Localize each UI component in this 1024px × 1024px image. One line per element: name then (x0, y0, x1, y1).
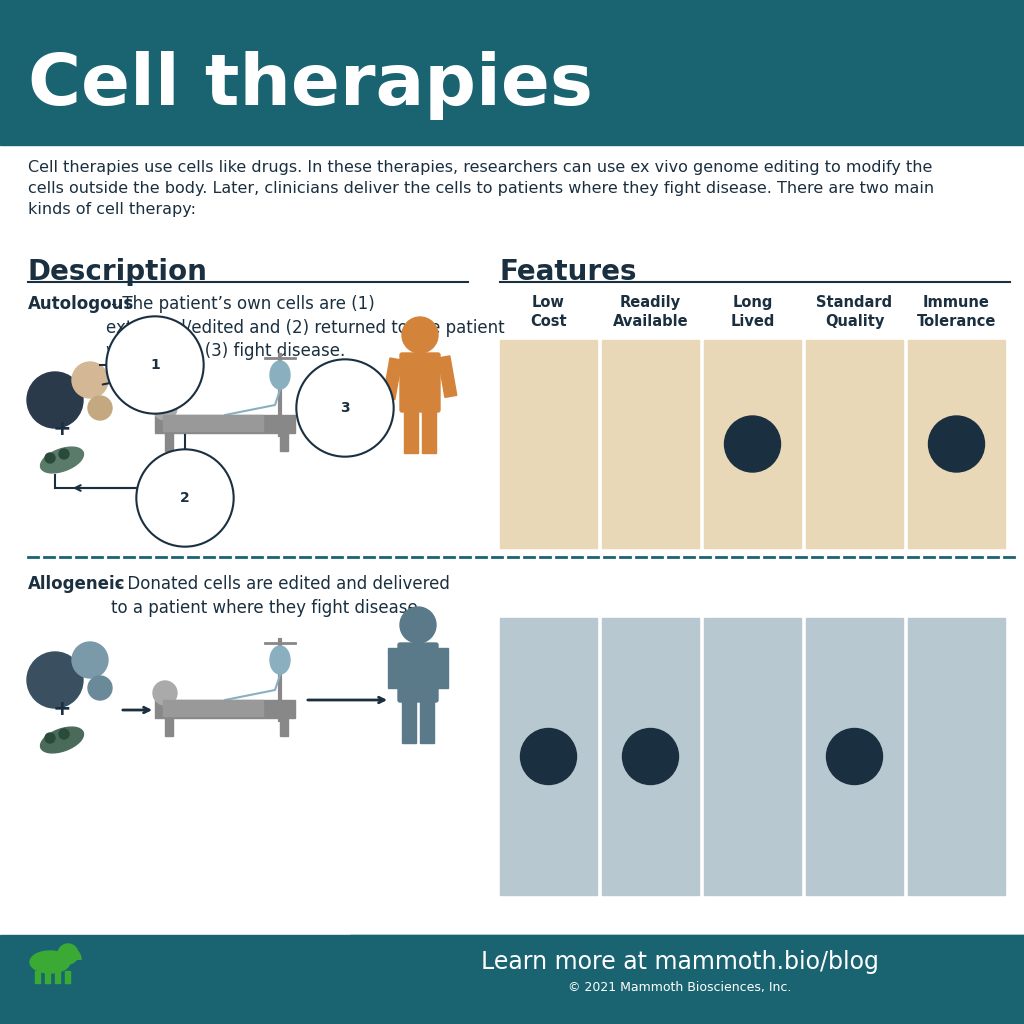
Text: Long
Lived: Long Lived (730, 295, 775, 329)
Text: Mammoth: Mammoth (108, 948, 209, 966)
Text: Immune
Tolerance: Immune Tolerance (916, 295, 996, 329)
Circle shape (402, 317, 438, 353)
Bar (705, 618, 801, 895)
Text: - Donated cells are edited and delivered
to a patient where they fight disease.: - Donated cells are edited and delivered… (111, 575, 450, 616)
Bar (65, 971, 70, 983)
Bar (155, 415, 295, 433)
Circle shape (520, 728, 577, 784)
Bar (500, 618, 597, 895)
Text: +: + (52, 699, 72, 719)
Text: Features: Features (500, 258, 638, 286)
Circle shape (59, 449, 69, 459)
Circle shape (623, 728, 679, 784)
Text: Cell therapies use cells like drugs. In these therapies, researchers can use ex : Cell therapies use cells like drugs. In … (28, 160, 934, 217)
Text: Biosciences: Biosciences (108, 964, 214, 982)
Bar (35, 971, 40, 983)
Bar (404, 408, 418, 453)
Bar (806, 340, 903, 548)
Bar (165, 433, 173, 451)
Bar (383, 358, 401, 399)
Text: Standard
Quality: Standard Quality (816, 295, 893, 329)
Text: - The patient’s own cells are (1)
extracted/edited and (2) returned to the patie: - The patient’s own cells are (1) extrac… (106, 295, 505, 360)
Circle shape (72, 642, 108, 678)
Circle shape (27, 652, 83, 708)
Circle shape (45, 733, 55, 743)
Text: 2: 2 (180, 490, 189, 505)
Circle shape (929, 416, 984, 472)
Bar (55, 971, 60, 983)
Bar (908, 340, 1005, 548)
Text: © 2021 Mammoth Biosciences, Inc.: © 2021 Mammoth Biosciences, Inc. (568, 981, 792, 994)
Bar (908, 618, 1005, 895)
Text: Readily
Available: Readily Available (612, 295, 688, 329)
Bar (420, 698, 434, 743)
Circle shape (27, 372, 83, 428)
FancyBboxPatch shape (400, 353, 440, 412)
Ellipse shape (270, 361, 290, 389)
Bar (350, 935, 1024, 1024)
Bar (438, 356, 457, 397)
Bar (422, 408, 436, 453)
Circle shape (72, 362, 108, 398)
Bar (155, 700, 295, 718)
FancyBboxPatch shape (398, 643, 438, 702)
Text: 1: 1 (151, 358, 160, 372)
Bar (402, 698, 416, 743)
Ellipse shape (30, 951, 70, 973)
Text: 3: 3 (340, 401, 350, 415)
Circle shape (58, 944, 78, 964)
Bar (705, 340, 801, 548)
Bar (602, 340, 699, 548)
Ellipse shape (270, 646, 290, 674)
Bar (806, 618, 903, 895)
Ellipse shape (41, 447, 84, 473)
Text: Autologous: Autologous (28, 295, 134, 313)
Bar (163, 415, 263, 431)
Circle shape (59, 729, 69, 739)
Circle shape (826, 728, 883, 784)
Bar (0, 0, 1024, 145)
Circle shape (88, 676, 112, 700)
Bar (388, 648, 400, 688)
Text: Allogeneic: Allogeneic (28, 575, 126, 593)
Bar (280, 718, 288, 736)
Text: Low
Cost: Low Cost (530, 295, 567, 329)
Text: Learn more at mammoth.bio/blog: Learn more at mammoth.bio/blog (481, 950, 879, 974)
Circle shape (400, 607, 436, 643)
Circle shape (153, 396, 177, 420)
Circle shape (153, 681, 177, 705)
Circle shape (725, 416, 780, 472)
Bar (280, 433, 288, 451)
Bar (436, 648, 449, 688)
Bar (163, 700, 263, 716)
Text: Description: Description (28, 258, 208, 286)
Bar (165, 718, 173, 736)
Circle shape (88, 396, 112, 420)
Ellipse shape (41, 727, 84, 753)
Text: Cell therapies: Cell therapies (28, 50, 593, 120)
Circle shape (45, 453, 55, 463)
Bar (45, 971, 50, 983)
Bar (500, 340, 597, 548)
Text: +: + (52, 419, 72, 439)
Bar (602, 618, 699, 895)
Bar (0, 935, 1024, 1024)
